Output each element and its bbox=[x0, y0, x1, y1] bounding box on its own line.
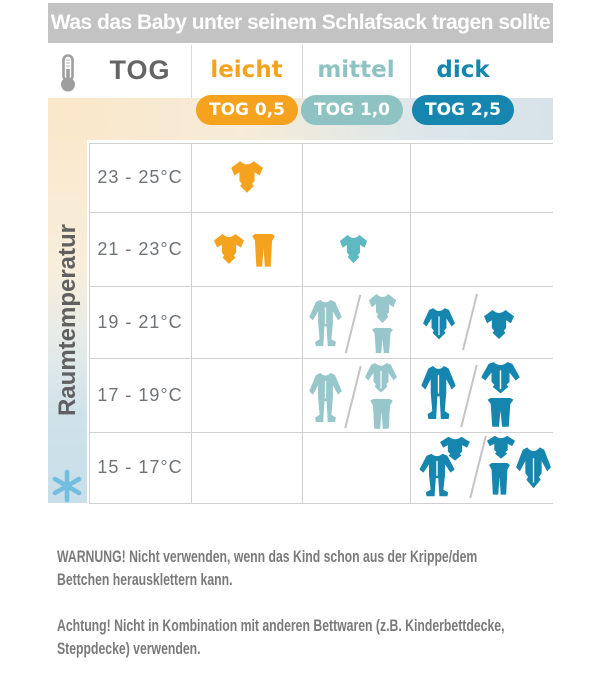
temp-range-label: 21 - 23°C bbox=[97, 238, 183, 259]
header-divider bbox=[410, 45, 411, 98]
tog-badge-leicht: TOG 0,5 bbox=[195, 95, 299, 125]
page-title: Was das Baby unter seinem Schlafsack tra… bbox=[50, 11, 551, 34]
bodysuit-long-icon bbox=[515, 446, 552, 493]
warning-text: WARNUNG! Nicht verwenden, wenn das Kind … bbox=[57, 522, 554, 683]
category-label-dick: dick bbox=[436, 57, 490, 83]
header-divider bbox=[191, 45, 192, 98]
temp-range-label: 17 - 19°C bbox=[97, 384, 183, 405]
grid-line bbox=[89, 503, 553, 504]
category-label-mittel: mittel bbox=[317, 57, 395, 83]
sleepsuit-icon bbox=[307, 372, 344, 423]
grid-line bbox=[89, 143, 553, 144]
pants-icon bbox=[250, 234, 277, 268]
thermometer-icon bbox=[61, 54, 75, 92]
header-divider bbox=[302, 45, 303, 98]
snowflake-icon bbox=[52, 469, 82, 503]
grid-line bbox=[89, 358, 553, 359]
bodysuit-short-icon bbox=[485, 435, 517, 461]
sleepsuit-icon bbox=[419, 365, 458, 420]
slash-divider bbox=[460, 364, 478, 428]
sleepsuit-icon bbox=[417, 453, 457, 497]
bodysuit-long-icon bbox=[422, 307, 456, 343]
grid-line bbox=[89, 286, 553, 287]
tog-badge-mittel: TOG 1,0 bbox=[300, 95, 404, 125]
temp-range-label: 19 - 21°C bbox=[97, 311, 183, 332]
warning-paragraph-1: WARNUNG! Nicht verwenden, wenn das Kind … bbox=[57, 547, 478, 589]
room-temperature-label: Raumtemperatur bbox=[54, 223, 81, 417]
bodysuit-long-icon bbox=[480, 361, 521, 397]
pants-icon bbox=[487, 463, 512, 496]
bodysuit-short-icon bbox=[338, 234, 369, 266]
grid-line bbox=[89, 143, 90, 503]
grid-line bbox=[89, 212, 553, 213]
warning-paragraph-2: Achtung! Nicht in Kombination mit andere… bbox=[57, 616, 505, 658]
temp-range-label: 15 - 17°C bbox=[97, 457, 183, 477]
bodysuit-short-icon bbox=[229, 160, 265, 196]
title-bar: Was das Baby unter seinem Schlafsack tra… bbox=[48, 3, 553, 43]
sleepsuit-icon bbox=[307, 299, 344, 347]
pants-icon bbox=[485, 398, 516, 428]
grid-line bbox=[302, 143, 303, 503]
room-temperature-strip bbox=[48, 98, 87, 503]
grid-line bbox=[89, 432, 553, 433]
bodysuit-short-icon bbox=[482, 309, 516, 342]
tog-header-label: TOG bbox=[109, 55, 171, 85]
bodysuit-short-icon bbox=[367, 293, 398, 326]
grid-line bbox=[410, 143, 411, 503]
bodysuit-short-icon bbox=[212, 233, 246, 267]
pants-icon bbox=[370, 328, 395, 354]
slash-divider bbox=[344, 294, 362, 354]
slash-divider bbox=[344, 365, 362, 429]
category-label-leicht: leicht bbox=[210, 57, 283, 83]
pants-icon bbox=[368, 399, 395, 430]
temp-range-label: 23 - 25°C bbox=[97, 167, 183, 187]
bodysuit-long-icon bbox=[364, 362, 398, 396]
grid-line bbox=[191, 143, 192, 503]
slash-divider bbox=[462, 293, 478, 351]
tog-badge-dick: TOG 2,5 bbox=[411, 95, 515, 125]
